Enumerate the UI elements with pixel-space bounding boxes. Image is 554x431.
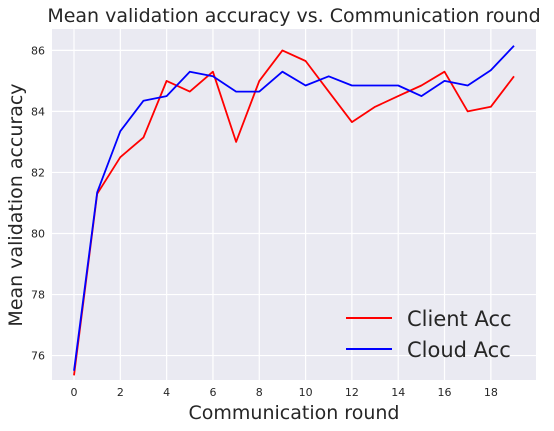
x-tick-label: 18 xyxy=(484,386,498,399)
y-gridlines xyxy=(52,49,536,357)
y-tick-label: 80 xyxy=(31,227,45,240)
x-tick-label: 12 xyxy=(345,386,359,399)
legend-label-client-acc: Client Acc xyxy=(407,307,512,331)
x-tick-label: 4 xyxy=(163,386,170,399)
y-tick-label: 82 xyxy=(31,166,45,179)
y-tick-label: 84 xyxy=(31,105,45,118)
y-tick-label: 76 xyxy=(31,350,45,363)
x-axis-label: Communication round xyxy=(189,402,400,424)
x-tick-label: 0 xyxy=(71,386,78,399)
y-tick-label: 86 xyxy=(31,44,45,57)
x-tick-label: 2 xyxy=(117,386,124,399)
x-tick-label: 14 xyxy=(391,386,405,399)
y-axis-label: Mean validation accuracy xyxy=(5,83,27,326)
chart-title: Mean validation accuracy vs. Communicati… xyxy=(47,5,540,27)
y-tick-label: 78 xyxy=(31,289,45,302)
legend-label-cloud-acc: Cloud Acc xyxy=(407,338,511,362)
x-tick-label: 6 xyxy=(209,386,216,399)
x-gridlines xyxy=(73,29,492,380)
x-tick-labels: 0 2 4 6 8 10 12 14 16 18 xyxy=(71,386,498,399)
series-line-cloud-acc xyxy=(73,45,515,371)
x-tick-label: 16 xyxy=(438,386,452,399)
plot-background xyxy=(52,29,536,380)
series-lines xyxy=(73,45,515,376)
y-tick-labels: 76 78 80 82 84 86 xyxy=(31,44,45,362)
legend: Client Acc Cloud Acc xyxy=(346,307,512,362)
x-tick-label: 10 xyxy=(299,386,313,399)
x-tick-label: 8 xyxy=(256,386,263,399)
series-line-client-acc xyxy=(73,49,515,376)
